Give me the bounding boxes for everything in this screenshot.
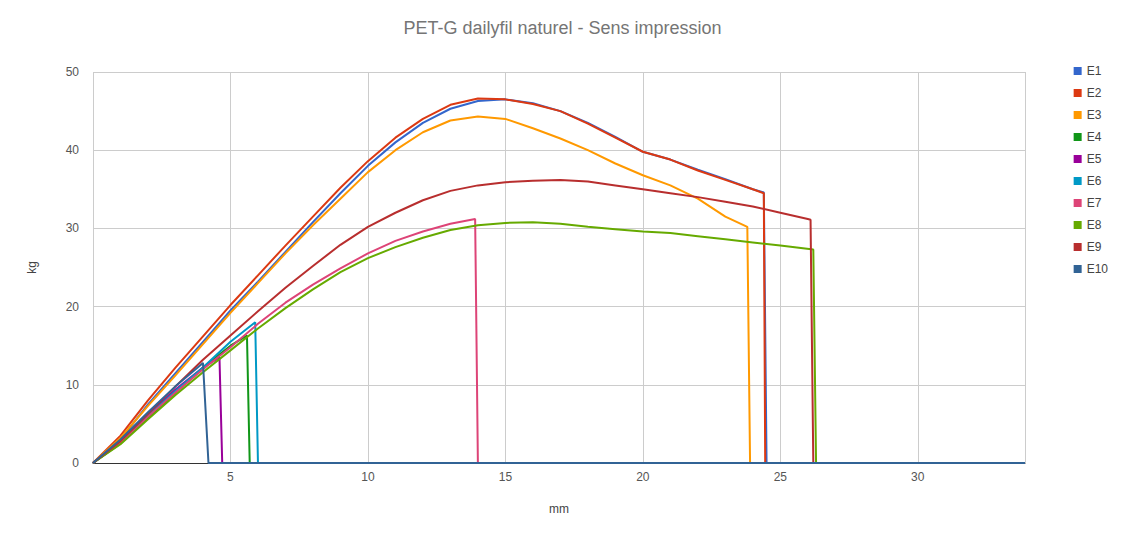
svg-text:10: 10 — [361, 470, 375, 484]
svg-text:25: 25 — [774, 470, 788, 484]
svg-text:E8: E8 — [1087, 218, 1102, 232]
svg-text:40: 40 — [66, 143, 80, 157]
svg-text:kg: kg — [25, 261, 39, 274]
svg-text:E9: E9 — [1087, 240, 1102, 254]
svg-text:15: 15 — [499, 470, 513, 484]
svg-text:20: 20 — [66, 300, 80, 314]
svg-text:mm: mm — [549, 502, 569, 516]
svg-text:20: 20 — [636, 470, 650, 484]
svg-text:E7: E7 — [1087, 196, 1102, 210]
svg-text:0: 0 — [72, 456, 79, 470]
svg-text:E6: E6 — [1087, 174, 1102, 188]
svg-text:30: 30 — [911, 470, 925, 484]
svg-text:50: 50 — [66, 65, 80, 79]
svg-text:5: 5 — [227, 470, 234, 484]
svg-text:E2: E2 — [1087, 86, 1102, 100]
svg-text:E5: E5 — [1087, 152, 1102, 166]
svg-text:E10: E10 — [1087, 262, 1109, 276]
svg-text:E1: E1 — [1087, 64, 1102, 78]
svg-text:PET-G dailyfil naturel - Sens: PET-G dailyfil naturel - Sens impression — [403, 18, 721, 38]
svg-text:30: 30 — [66, 221, 80, 235]
svg-text:E4: E4 — [1087, 130, 1102, 144]
svg-text:E3: E3 — [1087, 108, 1102, 122]
svg-text:10: 10 — [66, 378, 80, 392]
